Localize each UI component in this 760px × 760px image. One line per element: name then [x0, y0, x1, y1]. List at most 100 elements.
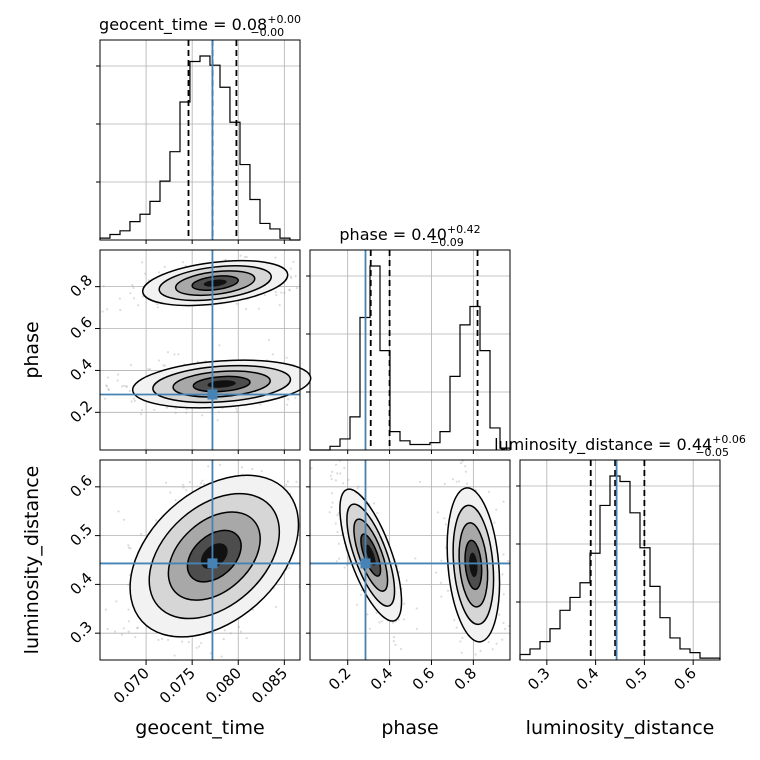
sample-point	[372, 356, 374, 358]
sample-point	[97, 634, 99, 636]
sample-point	[318, 498, 320, 500]
sample-point	[199, 482, 202, 485]
sample-point	[198, 645, 201, 648]
sample-point	[439, 581, 442, 584]
sample-point	[343, 431, 345, 433]
sample-point	[133, 399, 137, 402]
sample-point	[209, 652, 212, 655]
sample-point	[120, 633, 123, 636]
sample-point	[507, 625, 510, 628]
sample-point	[295, 480, 298, 483]
sample-point	[302, 359, 304, 361]
sample-point	[237, 625, 240, 629]
sample-point	[83, 657, 85, 659]
sample-point	[400, 647, 403, 651]
sample-point	[127, 544, 130, 547]
sample-point	[154, 668, 156, 670]
sample-point	[136, 627, 139, 630]
sample-point	[340, 403, 342, 405]
contour-line	[167, 511, 261, 601]
sample-point	[415, 627, 418, 631]
sample-point	[157, 359, 160, 362]
density-blob-0	[339, 488, 403, 622]
x-axis-label-geocent_time: geocent_time	[135, 717, 264, 739]
panel-title-luminosity_distance: luminosity_distance = 0.44+0.06 −0.05	[494, 433, 746, 459]
x-tick-label: 0.3	[524, 664, 554, 694]
x-axis-label-luminosity_distance: luminosity_distance	[526, 717, 715, 739]
x-tick-label: 0.6	[670, 664, 700, 694]
sample-point	[382, 474, 384, 476]
sample-point	[486, 682, 488, 684]
sample-point	[502, 553, 505, 556]
sample-point	[479, 649, 482, 653]
sample-point	[337, 542, 341, 545]
sample-point	[153, 408, 156, 411]
sample-point	[460, 461, 463, 465]
sample-point	[334, 522, 337, 525]
contour-line	[339, 488, 403, 622]
sample-point	[86, 618, 88, 620]
density-level	[469, 552, 478, 578]
x-tick-label: 0.085	[248, 664, 291, 707]
sample-point	[336, 514, 339, 517]
sample-point	[319, 590, 321, 592]
sample-point	[161, 637, 164, 641]
sample-point	[185, 408, 188, 411]
sample-point	[335, 560, 338, 563]
sample-point	[502, 593, 505, 596]
sample-point	[130, 400, 133, 403]
sample-point	[320, 474, 322, 476]
sample-point	[223, 629, 226, 632]
sample-point	[303, 394, 305, 396]
sample-point	[338, 433, 340, 435]
sample-point	[391, 621, 395, 624]
x-tick-label: 0.6	[409, 664, 439, 694]
sample-point	[396, 565, 399, 568]
sample-point	[101, 310, 104, 313]
sample-point	[139, 238, 141, 240]
sample-point	[311, 588, 313, 590]
x-tick-label: 0.2	[325, 664, 355, 694]
sample-point	[275, 294, 278, 297]
sample-point	[458, 480, 461, 483]
sample-point	[359, 593, 362, 596]
sample-point	[285, 356, 288, 359]
sample-point	[122, 627, 125, 630]
sample-point	[182, 261, 185, 264]
sample-point	[330, 506, 333, 509]
sample-point	[317, 373, 319, 375]
sample-point	[81, 687, 83, 689]
y-tick-label: 0.3	[66, 618, 96, 648]
sample-point	[122, 518, 126, 521]
sample-point	[486, 677, 488, 679]
sample-point	[235, 410, 239, 413]
truth-marker	[360, 558, 371, 569]
sample-point	[140, 408, 143, 412]
sample-point	[301, 573, 303, 575]
sample-point	[222, 638, 225, 641]
sample-point	[304, 589, 306, 591]
sample-point	[450, 455, 452, 457]
sample-point	[107, 389, 110, 392]
sample-point	[405, 579, 408, 582]
sample-point	[493, 425, 495, 427]
contour-line	[191, 275, 240, 291]
sample-point	[290, 276, 293, 279]
sample-point	[217, 411, 221, 414]
sample-point	[92, 382, 94, 384]
sample-point	[132, 297, 136, 300]
sample-point	[274, 256, 277, 259]
sample-point	[121, 385, 124, 388]
sample-point	[347, 478, 350, 481]
sample-point	[393, 636, 396, 639]
sample-point	[313, 504, 315, 506]
sample-point	[251, 467, 254, 471]
panel-frame	[99, 249, 301, 451]
sample-point	[321, 364, 323, 366]
sample-point	[227, 443, 229, 445]
contour-line	[346, 503, 396, 607]
sample-point	[326, 378, 328, 380]
sample-point	[220, 655, 223, 658]
sample-point	[173, 654, 176, 657]
